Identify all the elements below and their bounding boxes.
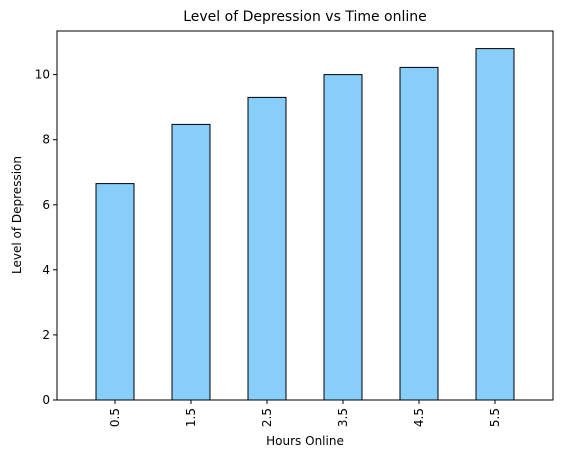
x-tick-label: 5.5 [488,408,502,427]
y-tick-label: 4 [42,263,50,277]
bar-4.5 [399,66,439,401]
bar-2.5 [247,96,287,401]
bar-3.5 [323,74,363,401]
bars-layer [95,48,515,401]
y-tick-label: 8 [42,133,50,147]
x-tick-label: 3.5 [336,408,350,427]
y-tick-label: 10 [35,68,50,82]
y-tick-label: 2 [42,328,50,342]
y-axis-label: Level of Depression [10,156,24,274]
x-tick-label: 0.5 [108,408,122,427]
y-axis: 0 2 4 6 8 10 [35,68,57,407]
bar-1.5 [171,123,211,401]
x-tick-label: 2.5 [260,408,274,427]
bar-0.5 [95,183,135,401]
x-tick-label: 4.5 [412,408,426,427]
y-tick-label: 0 [42,393,50,407]
plot-frame [56,30,554,401]
chart-title: Level of Depression vs Time online [183,9,427,25]
x-tick-label: 1.5 [184,408,198,427]
y-tick-label: 6 [42,198,50,212]
bar-5.5 [475,48,515,401]
x-axis-label: Hours Online [266,434,344,448]
x-axis: 0.5 1.5 2.5 3.5 4.5 5.5 [108,400,502,427]
